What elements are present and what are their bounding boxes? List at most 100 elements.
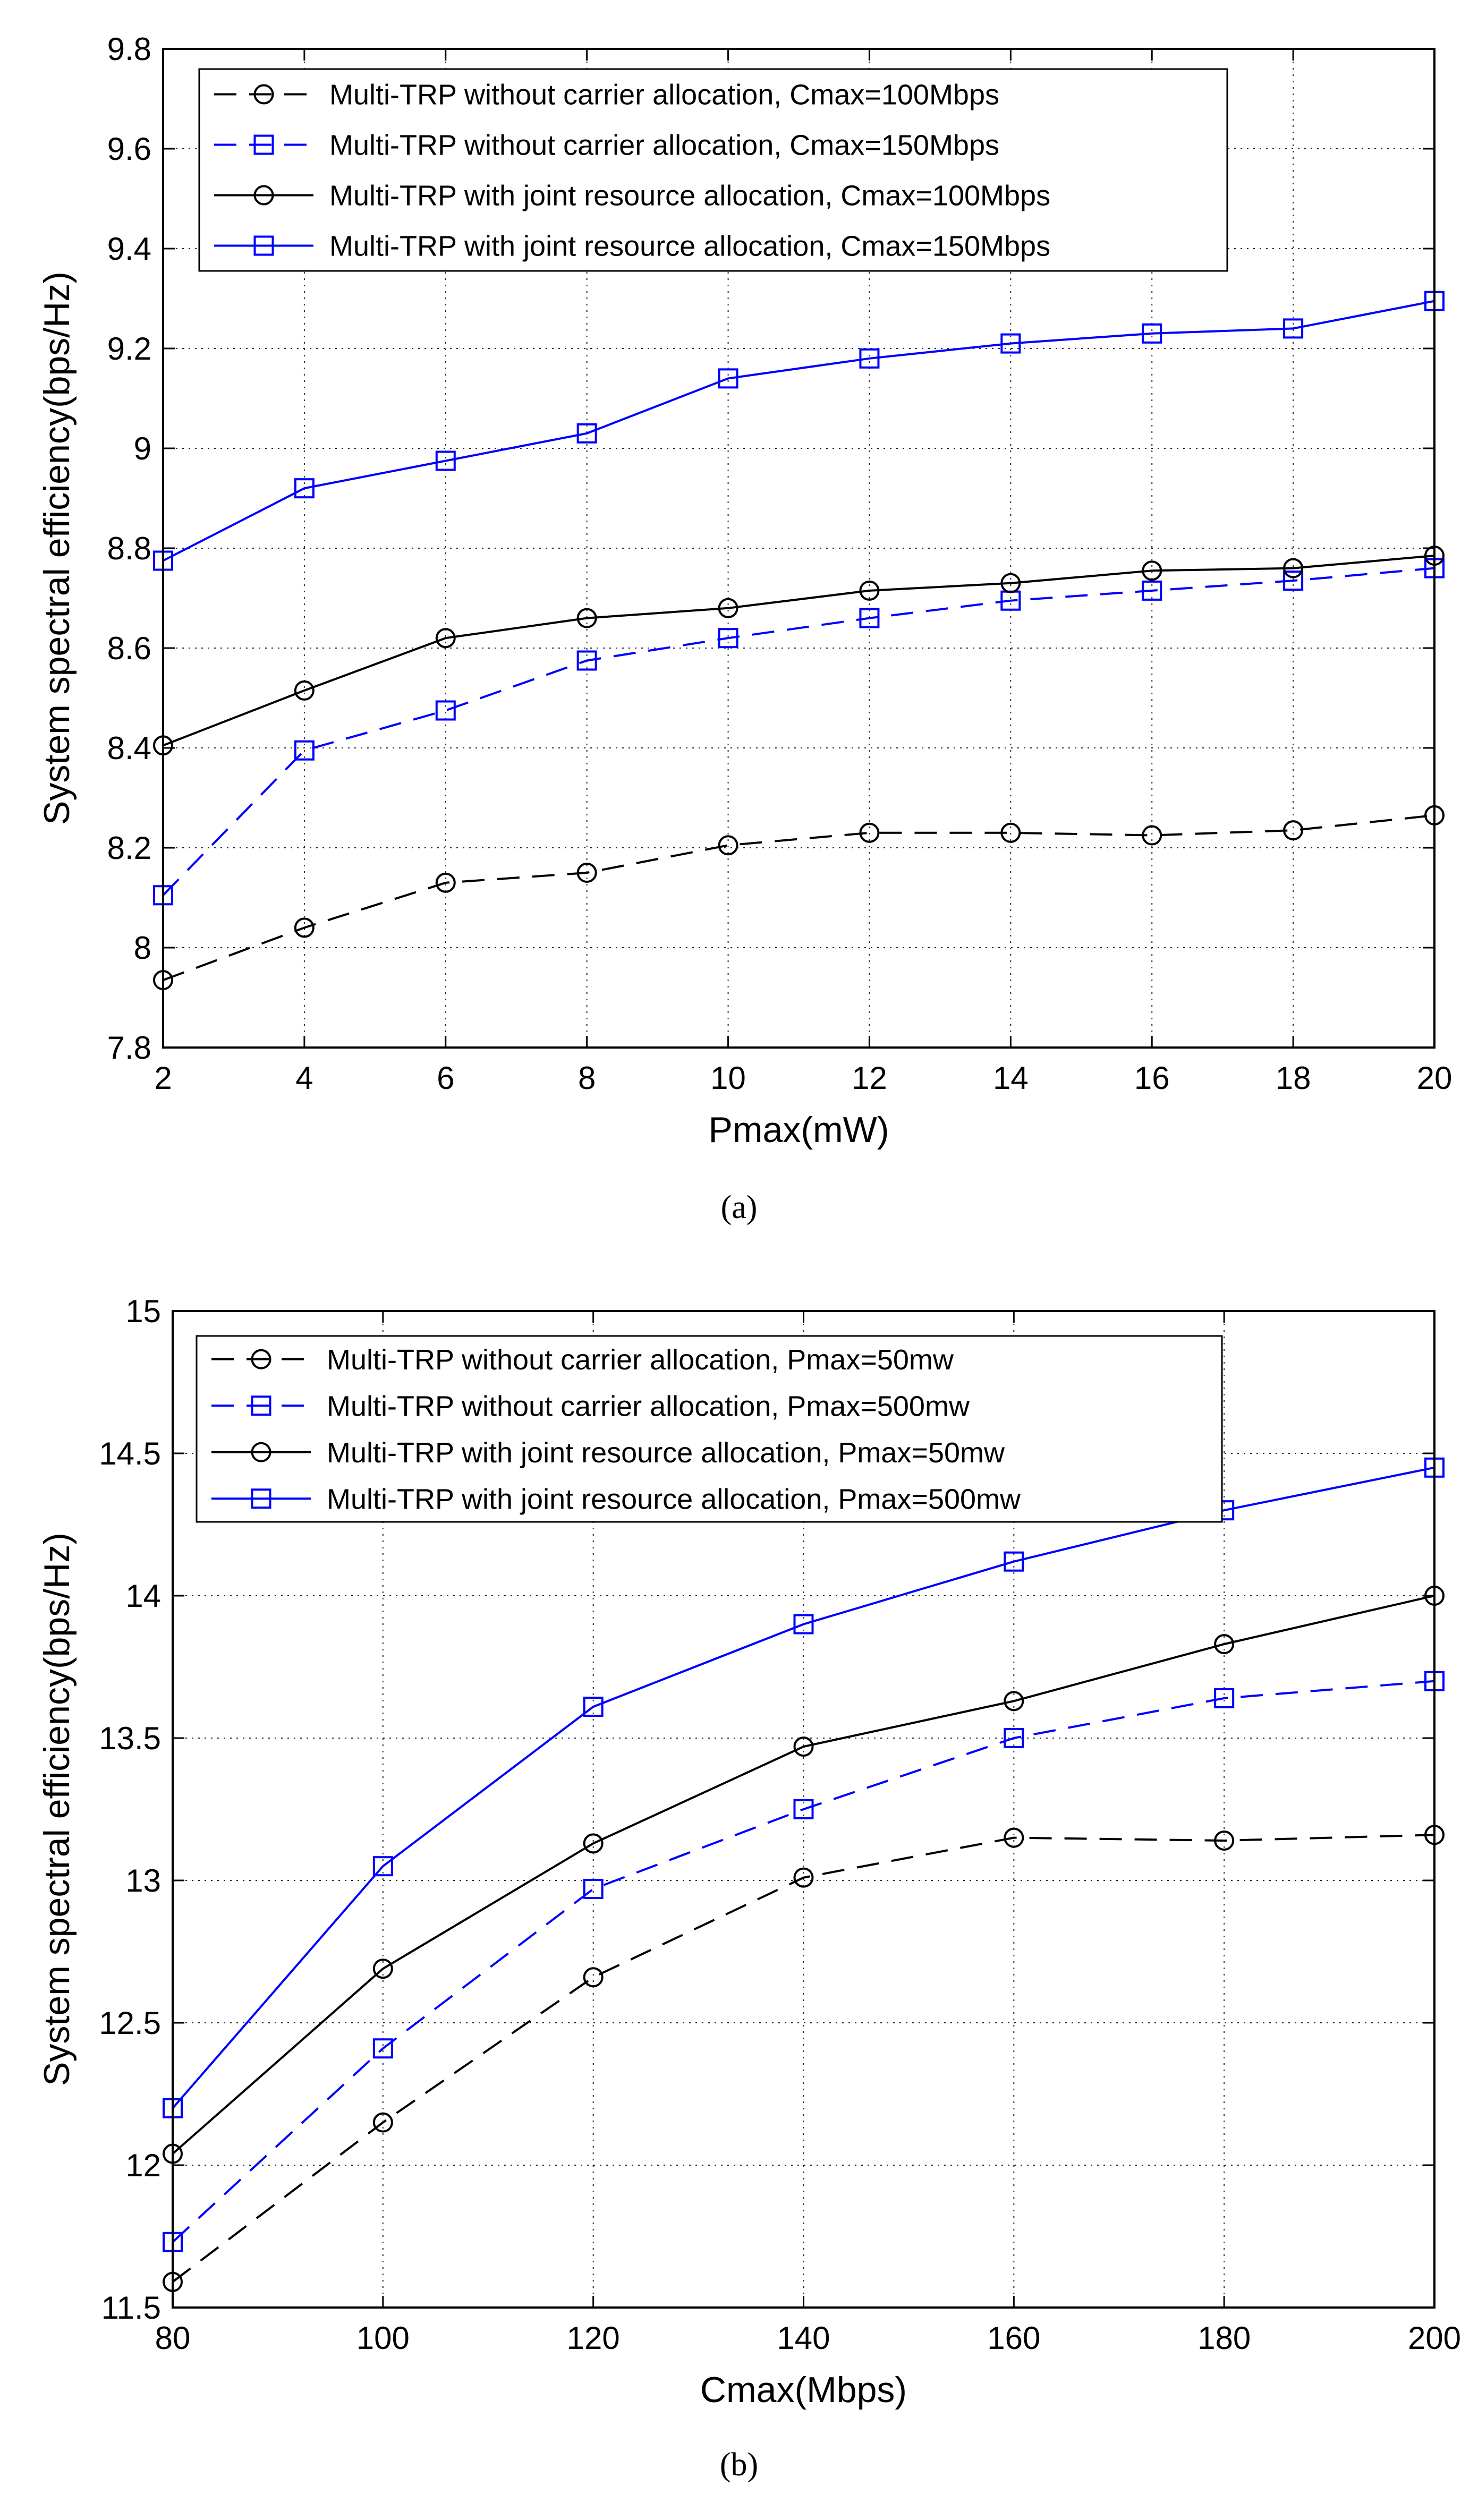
series-2-point bbox=[583, 1833, 604, 1854]
series-2-point bbox=[1004, 1691, 1024, 1712]
axes-box bbox=[162, 48, 1435, 1049]
x-tick-label: 14 bbox=[993, 1060, 1029, 1096]
series-3-line bbox=[163, 300, 1435, 562]
series-0-point bbox=[583, 1967, 604, 1988]
y-tick-label: 12.5 bbox=[99, 2005, 161, 2041]
y-tick-label: 9.4 bbox=[107, 231, 151, 267]
y-tick-label: 13.5 bbox=[99, 1721, 161, 1756]
series-2-point bbox=[435, 628, 456, 649]
y-tick-label: 9.6 bbox=[107, 131, 151, 167]
y-tick-label: 8.2 bbox=[107, 830, 151, 866]
legend-box bbox=[198, 68, 1228, 272]
series-0-point bbox=[1214, 1830, 1235, 1851]
series-0-point bbox=[294, 917, 315, 938]
legend-label-0: Multi-TRP without carrier allocation, Pm… bbox=[327, 1344, 954, 1376]
series-3-point bbox=[718, 368, 738, 389]
series-0-point bbox=[1004, 1827, 1024, 1848]
series-2-point bbox=[372, 1959, 393, 1979]
legend-marker-1 bbox=[253, 134, 274, 155]
x-tick-label: 180 bbox=[1197, 2320, 1251, 2356]
y-axis-label: System spectral efficiency(bps/Hz) bbox=[37, 271, 77, 825]
x-axis-label: Pmax(mW) bbox=[709, 1110, 889, 1150]
series-3-point bbox=[294, 478, 315, 499]
legend-label-2: Multi-TRP with joint resource allocation… bbox=[327, 1437, 1005, 1469]
series-0-point bbox=[859, 822, 880, 843]
series-1-point bbox=[859, 608, 880, 628]
legend-box bbox=[196, 1335, 1223, 1523]
series-3-point bbox=[1000, 333, 1021, 354]
series-1-point bbox=[1283, 571, 1304, 591]
legend-marker-0 bbox=[251, 1349, 271, 1369]
series-1-point bbox=[1004, 1728, 1024, 1748]
y-tick-label: 8 bbox=[134, 930, 151, 966]
series-3-point bbox=[1283, 318, 1304, 339]
series-0-point bbox=[718, 835, 738, 856]
y-tick-label: 15 bbox=[125, 1293, 161, 1329]
legend-label-1: Multi-TRP without carrier allocation, Cm… bbox=[329, 130, 999, 161]
y-tick-label: 11.5 bbox=[101, 2290, 161, 2326]
x-tick-label: 120 bbox=[567, 2320, 620, 2356]
x-tick-label: 8 bbox=[578, 1060, 596, 1096]
series-2-point bbox=[718, 598, 738, 618]
x-tick-label: 10 bbox=[710, 1060, 746, 1096]
series-2-point bbox=[793, 1736, 814, 1757]
series-0-point bbox=[1000, 822, 1021, 843]
legend-marker-0 bbox=[253, 84, 274, 105]
series-0-line bbox=[172, 1834, 1435, 2283]
series-0-point bbox=[435, 872, 456, 893]
y-tick-label: 7.8 bbox=[107, 1030, 151, 1066]
series-3-point bbox=[576, 423, 597, 444]
series-0-point bbox=[793, 1867, 814, 1888]
y-axis-label: System spectral efficiency(bps/Hz) bbox=[37, 1533, 77, 2086]
x-tick-label: 16 bbox=[1134, 1060, 1170, 1096]
legend-label-3: Multi-TRP with joint resource allocation… bbox=[327, 1483, 1021, 1515]
series-1-point bbox=[294, 740, 315, 761]
series-2-point bbox=[859, 580, 880, 601]
series-1-point bbox=[1214, 1688, 1235, 1708]
y-tick-label: 12 bbox=[125, 2148, 161, 2183]
series-2-point bbox=[1142, 560, 1162, 581]
series-2-point bbox=[576, 608, 597, 628]
series-0-point bbox=[1283, 820, 1304, 841]
series-1-point bbox=[435, 700, 456, 721]
series-1-point bbox=[1142, 580, 1162, 601]
y-tick-label: 8.6 bbox=[107, 631, 151, 666]
series-1-point bbox=[372, 2038, 393, 2059]
y-tick-label: 9 bbox=[134, 431, 151, 466]
series-2-point bbox=[1214, 1634, 1235, 1655]
x-tick-label: 18 bbox=[1276, 1060, 1311, 1096]
series-3-point bbox=[583, 1697, 604, 1717]
x-tick-label: 4 bbox=[295, 1060, 313, 1096]
series-1-point bbox=[718, 628, 738, 649]
series-3-point bbox=[859, 348, 880, 369]
series-0-line bbox=[163, 814, 1435, 981]
legend-marker-3 bbox=[251, 1488, 271, 1509]
series-2-line bbox=[163, 555, 1435, 747]
y-tick-label: 9.8 bbox=[107, 31, 151, 67]
legend-marker-2 bbox=[253, 185, 274, 206]
y-tick-label: 13 bbox=[125, 1863, 161, 1898]
x-tick-label: 12 bbox=[852, 1060, 887, 1096]
legend-label-0: Multi-TRP without carrier allocation, Cm… bbox=[329, 79, 999, 111]
series-1-line bbox=[162, 567, 1435, 896]
figure-caption: (a) bbox=[721, 1189, 758, 1225]
chart-a: 2 4 6 8 10 12 14 16 18 20 7.8 8 8.2 8.4 8.6 8.8 9 9.2 9.4 9… bbox=[37, 31, 1452, 1225]
x-tick-label: 160 bbox=[987, 2320, 1040, 2356]
series-3-point bbox=[793, 1614, 814, 1634]
series-0-point bbox=[372, 2112, 393, 2133]
series-0-point bbox=[1142, 825, 1162, 846]
y-tick-label: 9.2 bbox=[107, 331, 151, 367]
series-2-point bbox=[1000, 573, 1021, 593]
series-1-point bbox=[793, 1799, 814, 1819]
x-tick-label: 100 bbox=[356, 2320, 410, 2356]
x-tick-label: 2 bbox=[154, 1060, 172, 1096]
legend-marker-3 bbox=[253, 235, 274, 256]
axes-box bbox=[172, 1310, 1435, 2309]
chart-b: 80 100 120 140 160 180 200 11.5 12 12.5 13 13.5 14 14… bbox=[37, 1293, 1461, 2483]
legend-label-2: Multi-TRP with joint resource allocation… bbox=[329, 180, 1050, 212]
series-3-point bbox=[372, 1856, 393, 1877]
series-2-point bbox=[1283, 558, 1304, 578]
x-axis-label: Cmax(Mbps) bbox=[700, 2370, 907, 2410]
series-0-point bbox=[576, 863, 597, 883]
